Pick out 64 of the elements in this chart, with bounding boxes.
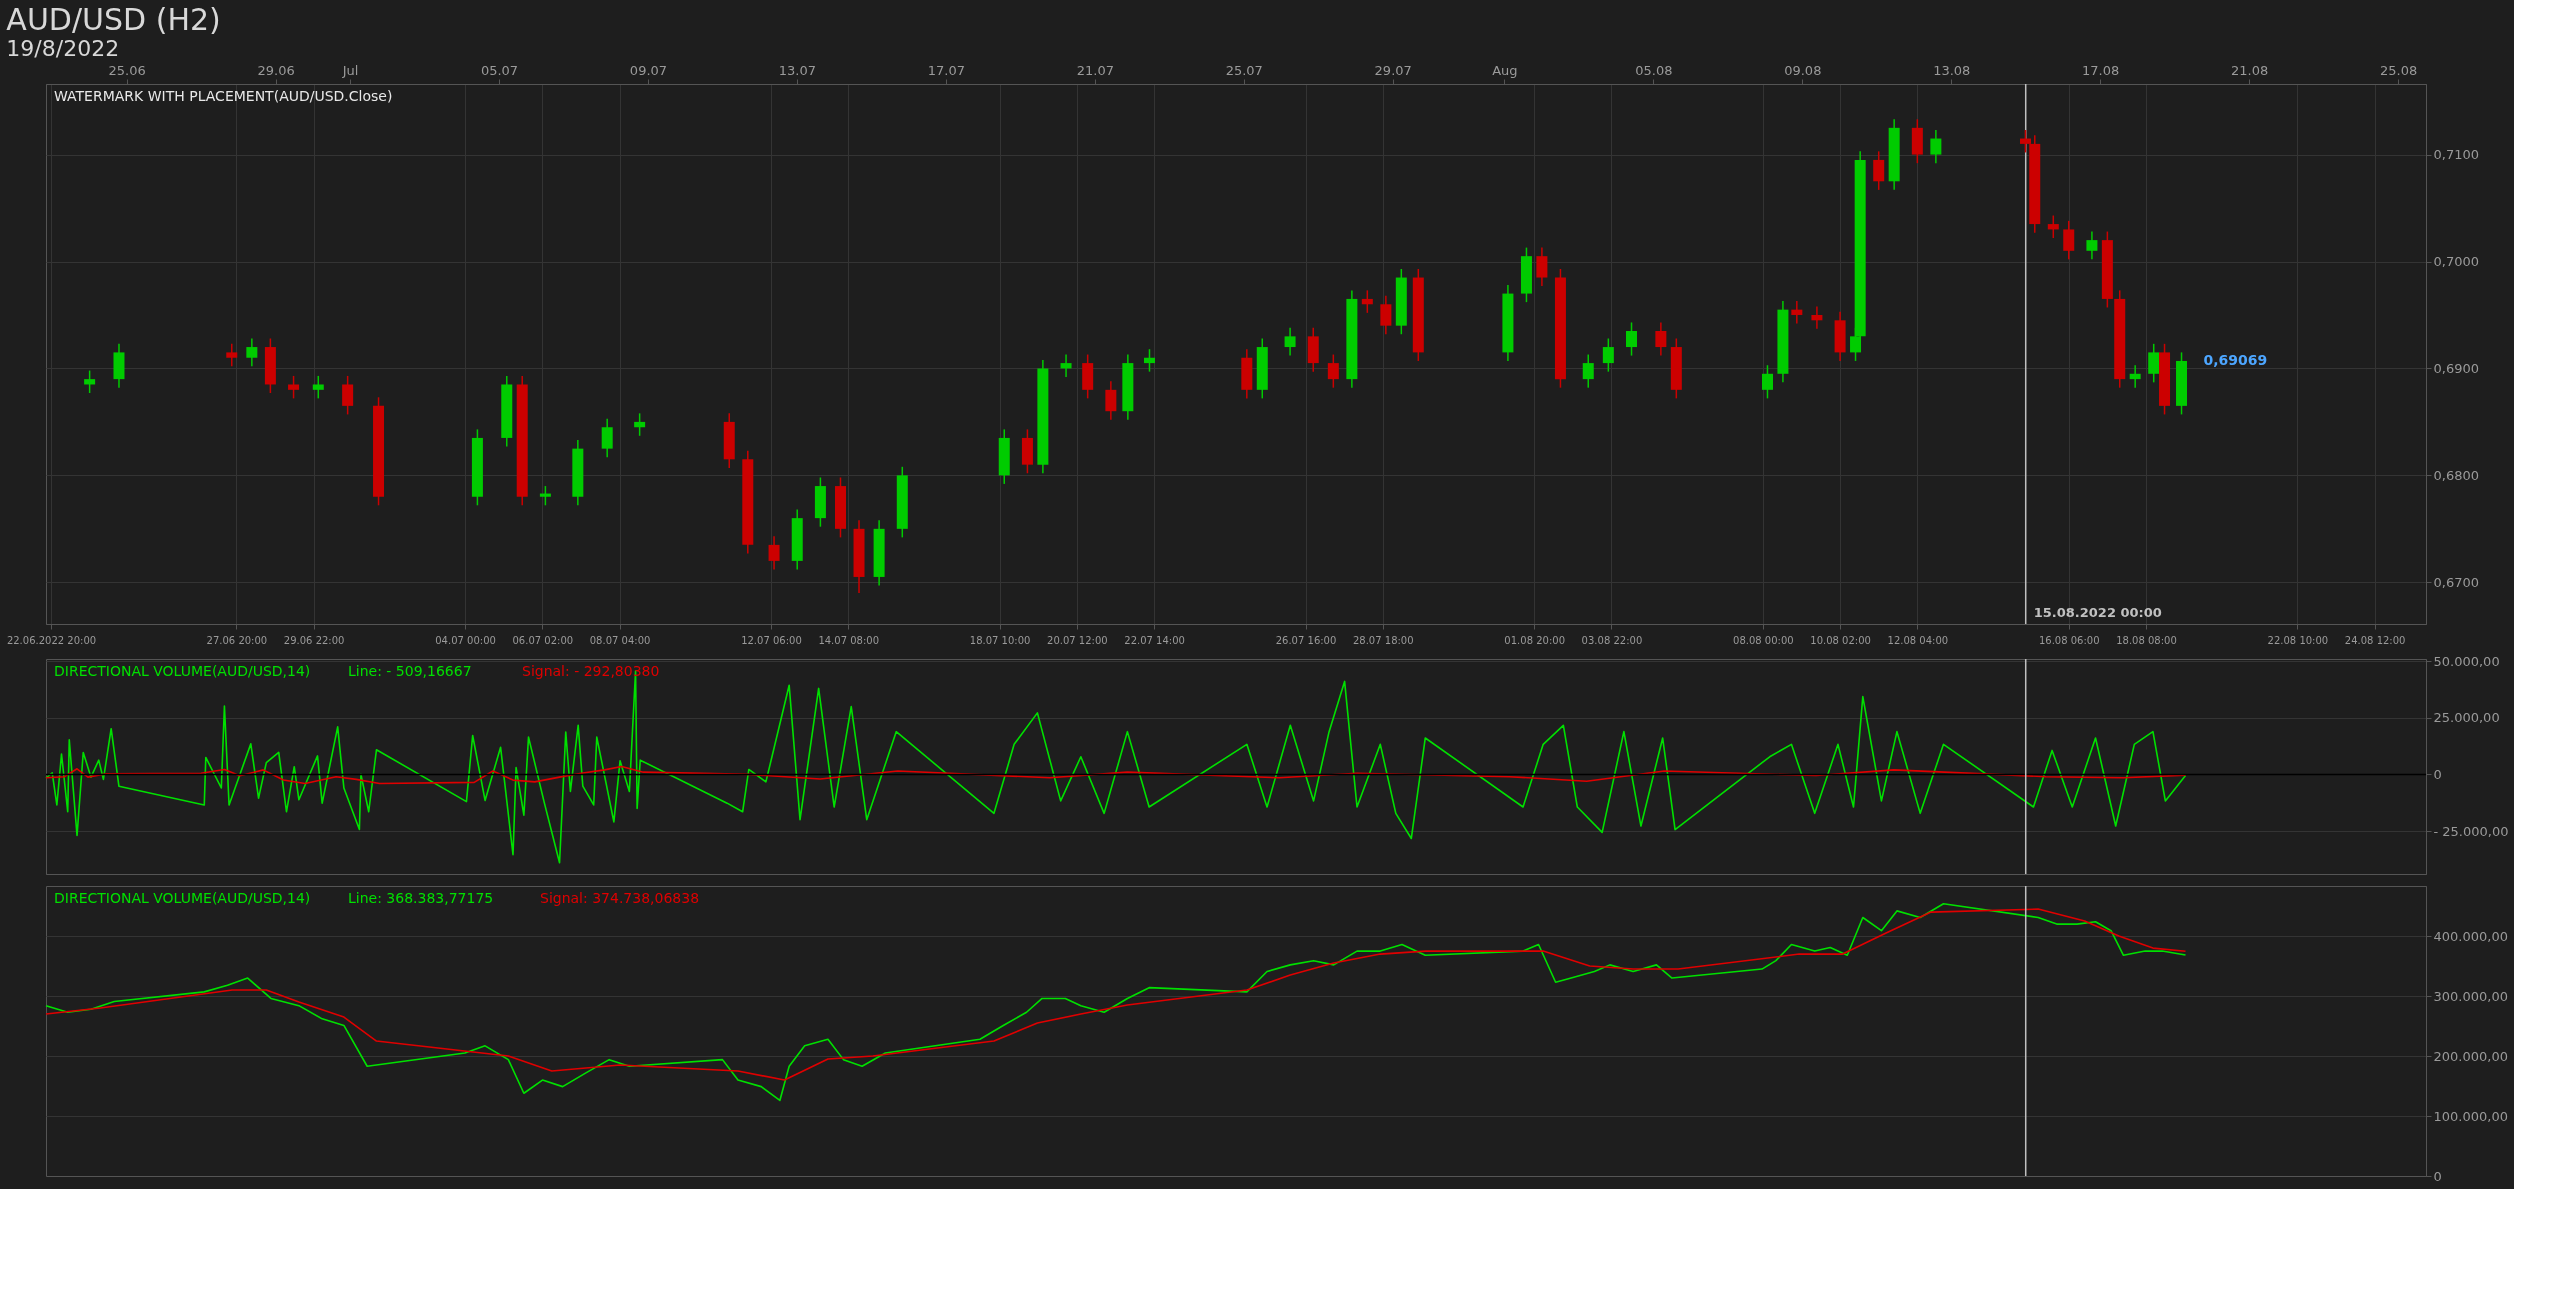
x-tick-label: 03.08 22:00 [1581, 634, 1643, 646]
annotation: WATERMARK WITH PLACEMENT(AUD/USD.Close) [54, 88, 393, 104]
x2-tick-label: 25.06 [108, 62, 146, 78]
annotation: 0,69069 [2203, 352, 2268, 369]
x-tick-label: 12.07 06:00 [741, 634, 802, 646]
y-tick-label: 100.000,00 [2433, 1108, 2508, 1124]
x-tick-label: 18.08 08:00 [2116, 634, 2177, 646]
x-tick-label: 06.07 02:00 [512, 634, 574, 646]
chart-title: DIRECTIONAL VOLUME(AUD/USD,14) [54, 663, 311, 679]
ref-line-label: 15.08.2022 00:00 [2033, 605, 2162, 620]
y-tick-label: 400.000,00 [2433, 928, 2508, 944]
x2-tick-label: Aug [1492, 62, 1518, 78]
x2-tick-label: 09.07 [629, 62, 668, 78]
x-tick-label: 08.08 00:00 [1733, 634, 1794, 646]
y-tick-label: 300.000,00 [2433, 988, 2508, 1004]
chart-title: DIRECTIONAL VOLUME(AUD/USD,14) [54, 890, 311, 906]
x-tick-label: 08.07 04:00 [589, 634, 651, 646]
y-tick-label: 0,6800 [2433, 467, 2479, 483]
x-tick-label: 12.08 04:00 [1887, 634, 1949, 646]
x-tick-label: 16.08 06:00 [2038, 634, 2100, 646]
y-tick-label: 50.000,00 [2433, 653, 2500, 669]
x2-tick-label: Jul [341, 62, 359, 78]
x2-tick-label: 29.06 [257, 62, 295, 78]
x-tick-label: 22.08 10:00 [2267, 634, 2329, 646]
x-tick-label: 14.07 08:00 [818, 634, 880, 646]
text: Signal: 374.738,06838 [540, 890, 700, 906]
x-tick-label: 18.07 10:00 [969, 634, 1031, 646]
y-tick-label: 0,7000 [2433, 254, 2479, 269]
x2-tick-label: 09.08 [1784, 62, 1822, 78]
x2-tick-label: 05.07 [480, 62, 519, 78]
x2-tick-label: 25.08 [2379, 62, 2418, 78]
x-tick-label: 27.06 20:00 [206, 634, 268, 646]
x2-tick-label: 17.07 [927, 62, 965, 78]
x2-tick-label: 21.08 [2231, 62, 2269, 78]
y-tick-label: - 25.000,00 [2433, 823, 2509, 839]
x2-tick-label: 05.08 [1635, 62, 1673, 78]
y-tick-label: 0 [2433, 766, 2442, 782]
y-tick-label: 0,7100 [2433, 147, 2479, 163]
text: Line: - 509,16667 [348, 663, 472, 679]
x-tick-label: 28.07 18:00 [1352, 634, 1414, 646]
y-tick-label: 0 [2433, 1168, 2442, 1184]
chart-subtitle: 19/8/2022 [6, 36, 120, 61]
x2-tick-label: 25.07 [1225, 62, 1263, 78]
y-tick-label: 25.000,00 [2433, 710, 2500, 726]
y-tick-label: 200.000,00 [2433, 1048, 2508, 1064]
x2-tick-label: 17.08 [2082, 62, 2120, 78]
x2-tick-label: 13.07 [778, 62, 817, 78]
text: Line: 368.383,77175 [348, 890, 494, 906]
x-tick-label: 22.07 14:00 [1124, 634, 1185, 646]
x2-tick-label: 13.08 [1933, 62, 1971, 78]
y-tick-label: 0,6900 [2433, 360, 2479, 376]
x2-tick-label: 29.07 [1374, 62, 1412, 78]
x-tick-label: 26.07 16:00 [1275, 634, 1337, 646]
x-tick-label: 24.08 12:00 [2344, 634, 2406, 646]
x-tick-label: 04.07 00:00 [435, 634, 496, 646]
text: Signal: - 292,80380 [522, 663, 660, 679]
x-tick-label: 22.06.2022 20:00 [6, 634, 97, 646]
chart-title: AUD/USD (H2) [6, 2, 221, 37]
x-tick-label: 20.07 12:00 [1047, 634, 1108, 646]
y-tick-label: 0,6700 [2433, 574, 2479, 590]
x-tick-label: 10.08 02:00 [1810, 634, 1871, 646]
x2-tick-label: 21.07 [1076, 62, 1114, 78]
x-tick-label: 29.06 22:00 [283, 634, 345, 646]
x-tick-label: 01.08 20:00 [1504, 634, 1565, 646]
